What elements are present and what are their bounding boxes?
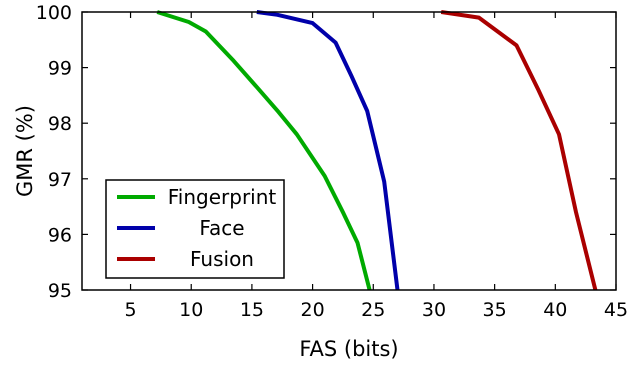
legend: Fingerprint Face Fusion	[105, 179, 285, 279]
y-tick-label: 95	[48, 280, 72, 302]
legend-label-fingerprint: Fingerprint	[168, 185, 277, 209]
series-line-face	[256, 10, 400, 291]
y-axis-title: GMR (%)	[13, 105, 37, 197]
x-tick-label: 10	[179, 299, 203, 321]
x-tick-label: 35	[483, 299, 507, 321]
plot-frame	[81, 11, 617, 291]
x-tick-label: 5	[124, 299, 136, 321]
series-line-fusion	[440, 10, 598, 291]
x-tick-label: 20	[300, 299, 324, 321]
legend-label-fusion: Fusion	[190, 247, 254, 271]
x-tick-label: 25	[361, 299, 385, 321]
y-tick-label: 96	[48, 224, 72, 246]
x-tick-label: 15	[240, 299, 264, 321]
y-tick-label: 100	[36, 2, 72, 24]
y-tick-label: 98	[48, 113, 72, 135]
plot-lines	[156, 10, 598, 291]
x-axis-title: FAS (bits)	[299, 337, 398, 361]
x-axis: 5 10 15 20 25 30 35 40 45	[124, 12, 628, 321]
legend-label-face: Face	[199, 216, 244, 240]
y-tick-label: 99	[48, 58, 72, 80]
x-tick-label: 40	[543, 299, 567, 321]
series-line-fingerprint	[156, 10, 372, 291]
y-axis: 95 96 97 98 99 100	[36, 2, 616, 302]
y-tick-label: 97	[48, 169, 72, 191]
x-tick-label: 45	[604, 299, 628, 321]
x-tick-label: 30	[422, 299, 446, 321]
